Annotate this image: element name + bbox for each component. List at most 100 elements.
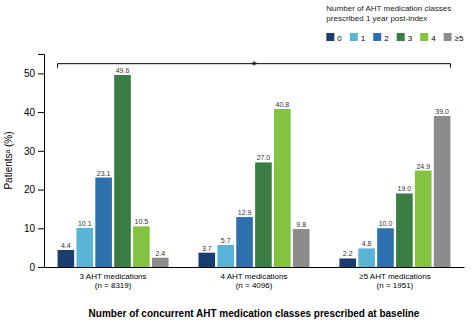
y-tick-label: 40 (24, 107, 36, 118)
legend-swatch (350, 33, 358, 41)
bars (58, 75, 451, 267)
data-label: 27.0 (257, 154, 271, 161)
chart: 010203040503 AHT medications(n = 8319)4 … (0, 0, 474, 325)
significance-text: * (251, 58, 256, 73)
y-tick-mark (38, 112, 44, 113)
bar (236, 217, 253, 267)
legend-item: 2 (373, 33, 389, 43)
x-axis-line (45, 267, 465, 268)
legend-label: 0 (337, 34, 342, 43)
legend-title-line: prescribed 1 year post-index (326, 14, 427, 23)
data-label: 23.1 (97, 170, 111, 177)
legend-swatch (444, 33, 452, 41)
data-label: 24.9 (416, 163, 430, 170)
legend-item: 1 (350, 33, 366, 43)
y-tick-mark (38, 267, 44, 268)
bar (274, 109, 291, 267)
bar (377, 228, 394, 267)
y-tick-label: 20 (24, 184, 36, 195)
x-tick-label-line: 4 AHT medications (221, 272, 288, 281)
x-tick-label-line: ≥5 AHT medications (359, 272, 430, 281)
x-tick-label-line: (n = 8319) (95, 281, 132, 290)
x-axis: 3 AHT medications(n = 8319) 4 AHT medicat… (45, 268, 465, 290)
legend-item: 4 (420, 33, 436, 43)
bar (114, 75, 131, 267)
bar (95, 178, 112, 267)
legend-label: 3 (408, 34, 413, 43)
legend-label: 4 (431, 34, 436, 43)
data-label: 39.0 (435, 108, 449, 115)
data-label: 49.6 (116, 67, 130, 74)
bar (217, 245, 234, 267)
y-axis-title: Patientsᵃ (%) (3, 131, 14, 189)
x-tick-label-line: (n = 1951) (377, 281, 414, 290)
data-label: 4.8 (362, 240, 372, 247)
legend-title-line: Number of AHT medication classes (326, 4, 451, 13)
bar (434, 116, 451, 267)
x-tick-label-line: (n = 4096) (236, 281, 273, 290)
y-tick-mark (38, 228, 44, 229)
data-label: 12.9 (238, 209, 252, 216)
legend-swatch (373, 33, 381, 41)
bar (396, 193, 413, 267)
x-tick: 3 AHT medications(n = 8319) (80, 272, 147, 290)
legend-label: ≥5 (455, 34, 464, 43)
legend-item: ≥5 (444, 33, 464, 43)
x-tick-label: 4 AHT medications(n = 4096) (221, 272, 288, 290)
legend-swatch (397, 33, 405, 41)
data-label: 2.2 (343, 250, 353, 257)
data-label: 10.5 (135, 218, 149, 225)
x-tick: 4 AHT medications(n = 4096) (221, 272, 288, 290)
y-tick: 40 (24, 107, 44, 118)
x-axis-title: Number of concurrent AHT medication clas… (89, 308, 420, 319)
y-tick-mark (38, 190, 44, 191)
bar (58, 250, 75, 267)
y-axis: 0 10 20 30 40 50 (24, 55, 45, 273)
bar (255, 162, 272, 267)
plot: 0 10 20 30 40 50 3 AHT medications(n = 8319) 4 … (24, 55, 465, 290)
data-labels: 4.410.123.149.610.52.43.75.712.927.040.8… (61, 67, 449, 258)
y-tick: 30 (24, 146, 44, 157)
legend-label: 1 (361, 34, 366, 43)
bar (76, 228, 93, 267)
y-tick-label: 50 (24, 68, 36, 79)
y-tick: 10 (24, 223, 44, 234)
bar (339, 258, 356, 267)
y-tick-mark (38, 151, 44, 152)
legend-label: 2 (384, 34, 389, 43)
x-tick-label: 3 AHT medications(n = 8319) (80, 272, 147, 290)
data-label: 19.0 (398, 185, 412, 192)
y-tick-label: 0 (29, 262, 35, 273)
data-label: 4.4 (61, 242, 71, 249)
y-tick-mark (38, 73, 44, 74)
data-label: 40.8 (276, 101, 290, 108)
bracket-tick (450, 64, 451, 68)
data-label: 10.1 (78, 220, 92, 227)
bar (152, 258, 169, 267)
bar (415, 171, 432, 267)
data-label: 5.7 (221, 237, 231, 244)
bracket-tick (57, 64, 58, 68)
legend-item: 3 (397, 33, 413, 43)
y-tick: 50 (24, 68, 44, 79)
y-tick: 0 (29, 262, 44, 273)
x-tick-label-line: 3 AHT medications (80, 272, 147, 281)
legend-title: Number of AHT medication classesprescrib… (326, 4, 451, 23)
significance-bracket: * (58, 58, 451, 73)
data-label: 10.0 (379, 220, 393, 227)
legend: Number of AHT medication classesprescrib… (326, 4, 464, 43)
bar (293, 229, 310, 267)
legend-item: 0 (326, 33, 342, 43)
bar (133, 226, 150, 267)
y-tick-label: 30 (24, 146, 36, 157)
legend-swatch (420, 33, 428, 41)
data-label: 9.8 (296, 221, 306, 228)
x-tick-label: ≥5 AHT medications(n = 1951) (359, 272, 430, 290)
bar (358, 248, 375, 267)
y-axis-line (38, 55, 45, 268)
legend-swatch (326, 33, 334, 41)
data-label: 2.4 (155, 250, 165, 257)
x-tick: ≥5 AHT medications(n = 1951) (359, 272, 430, 290)
y-tick: 20 (24, 184, 44, 195)
bar (198, 253, 215, 267)
